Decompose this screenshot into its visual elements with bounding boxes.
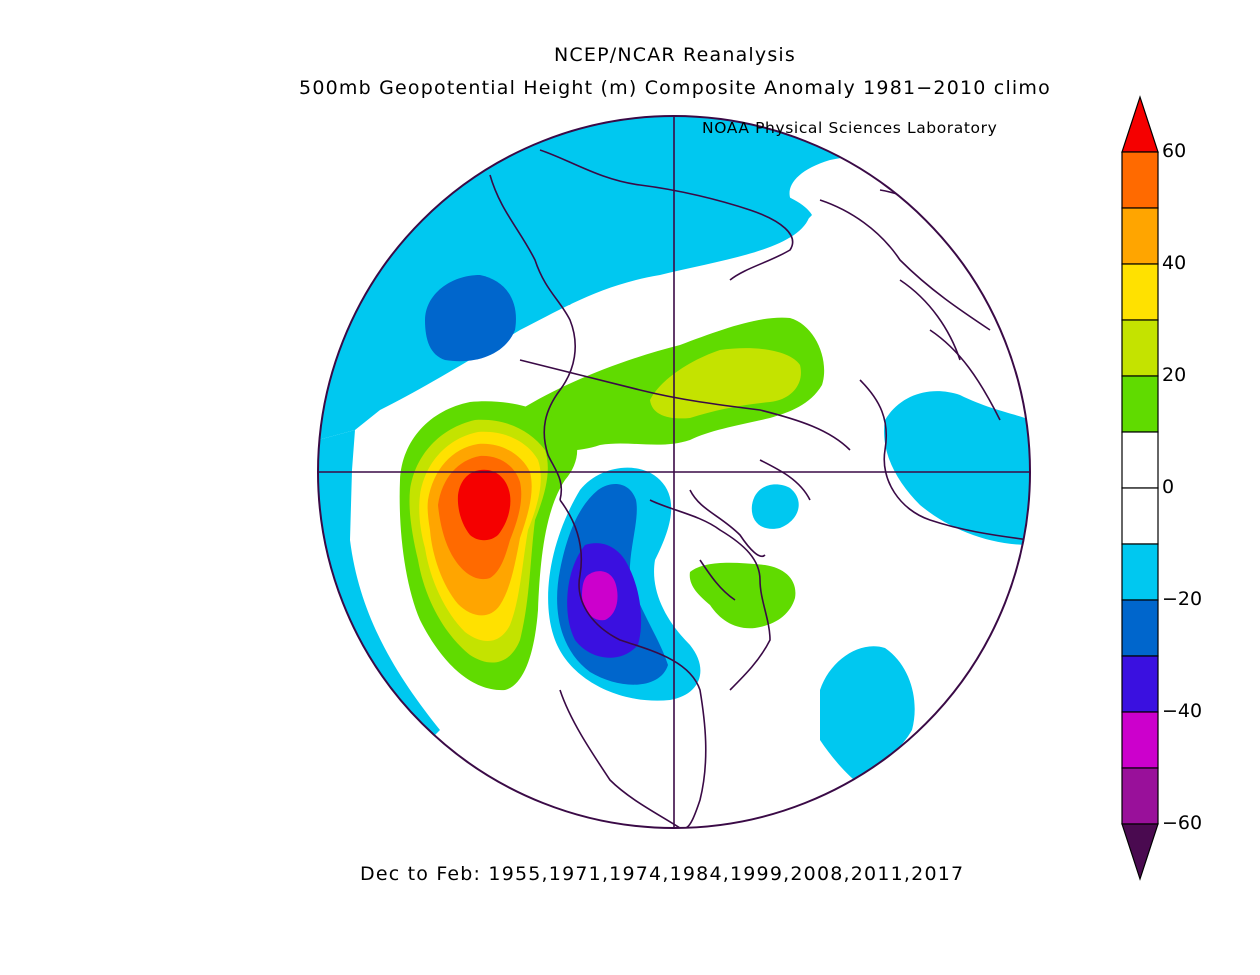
colorbar-swatch (1121, 431, 1159, 489)
page-title: NCEP/NCAR Reanalysis (553, 44, 797, 66)
map-boundary (317, 115, 1031, 829)
negative-anomaly-greenland-small (751, 484, 799, 529)
colorbar-swatch (1121, 151, 1159, 209)
negative-anomaly-north-pacific-20 (425, 275, 516, 362)
colorbar-swatch (1121, 655, 1159, 713)
colorbar-swatch (1121, 375, 1159, 433)
colorbar-swatch (1121, 543, 1159, 601)
colorbar-swatch (1121, 767, 1159, 825)
colorbar-under-triangle (1121, 823, 1159, 881)
colorbar-tick-label: 0 (1162, 476, 1175, 498)
page-subtitle: 500mb Geopotential Height (m) Composite … (299, 77, 1051, 99)
positive-anomaly-arctic-20 (650, 348, 801, 419)
positive-anomaly-gulf-of-alaska-60 (457, 469, 511, 541)
colorbar-swatch (1121, 487, 1159, 545)
colorbar-tick-label: −60 (1162, 812, 1203, 834)
colorbar (1121, 95, 1159, 881)
credit-text: NOAA Physical Sciences Laboratory (702, 119, 998, 137)
colorbar-tick-label: 60 (1162, 140, 1187, 162)
negative-anomaly-eurasia-band (494, 166, 812, 305)
colorbar-tick-label: −20 (1162, 588, 1203, 610)
negative-anomaly-north-america-40 (582, 571, 618, 621)
negative-anomaly-east-europe (884, 391, 1030, 545)
colorbar-swatch (1121, 319, 1159, 377)
colorbar-tick-label: 40 (1162, 252, 1187, 274)
colorbar-swatch (1121, 711, 1159, 769)
colorbar-tick-label: −40 (1162, 700, 1203, 722)
colorbar-tick-label: 20 (1162, 364, 1187, 386)
period-text: Dec to Feb: 1955,1971,1974,1984,1999,200… (360, 863, 965, 885)
colorbar-over-triangle (1121, 95, 1159, 153)
coastlines (489, 149, 1030, 828)
colorbar-swatch (1121, 599, 1159, 657)
colorbar-swatch (1121, 263, 1159, 321)
colorbar-swatch (1121, 207, 1159, 265)
anomaly-field (318, 116, 1030, 828)
positive-anomaly-labrador (689, 562, 796, 629)
